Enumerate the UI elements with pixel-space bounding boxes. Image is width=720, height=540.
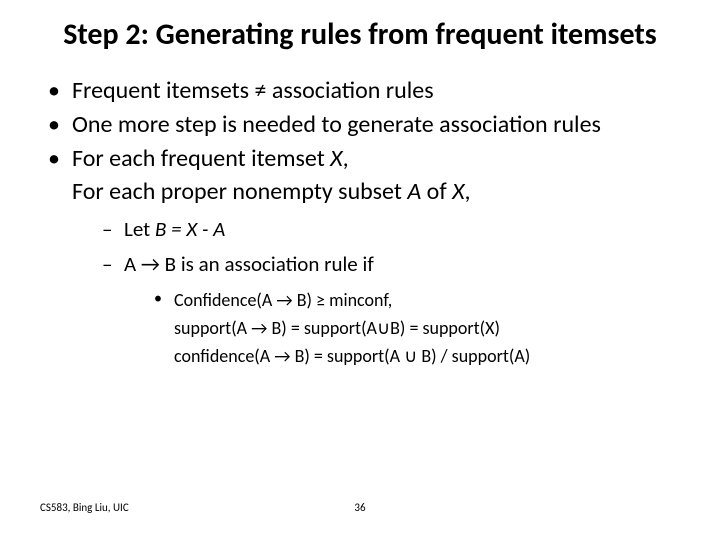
bullet-ital: B = X - A — [155, 216, 225, 242]
bullet-text: For each frequent itemset — [72, 144, 330, 173]
slide: Step 2: Generating rules from frequent i… — [0, 0, 720, 540]
arrow-icon: → — [141, 251, 160, 277]
footer-page-number: 36 — [0, 501, 720, 514]
bullet-continuation: For each proper nonempty subset A of X, — [72, 176, 680, 208]
bullet-list-level1: Frequent itemsets ≠ association rules On… — [40, 75, 680, 371]
bullet-text: of — [421, 177, 452, 206]
bullet-list-level3: Confidence(A → B) ≥ minconf, support(A →… — [124, 287, 680, 371]
bullet-item: Frequent itemsets ≠ association rules — [48, 75, 680, 107]
bullet-list-level2: Let B = X - A A → B is an association ru… — [72, 214, 680, 371]
bullet-text: , — [465, 177, 471, 206]
bullet-ital: X — [330, 144, 342, 173]
bullet-text: A — [124, 251, 141, 277]
bullet-item: For each frequent itemset X, For each pr… — [48, 143, 680, 370]
bullet-text: Frequent itemsets ≠ association rules — [72, 76, 434, 105]
bullet-text: Confidence(A → B) ≥ minconf, — [174, 289, 392, 311]
bullet-item: Let B = X - A — [102, 214, 680, 244]
slide-title: Step 2: Generating rules from frequent i… — [40, 18, 680, 53]
bullet-ital: X — [452, 177, 464, 206]
bullet-sub: support(A → B) = support(A∪B) = support(… — [174, 315, 680, 343]
bullet-item: One more step is needed to generate asso… — [48, 109, 680, 141]
bullet-sub: confidence(A → B) = support(A ∪ B) / sup… — [174, 343, 680, 371]
bullet-text: Let — [124, 216, 155, 242]
bullet-text: , — [343, 144, 349, 173]
bullet-item: A → B is an association rule if Confiden… — [102, 249, 680, 371]
bullet-text: For each proper nonempty subset — [72, 177, 407, 206]
bullet-text: One more step is needed to generate asso… — [72, 110, 601, 139]
bullet-item: Confidence(A → B) ≥ minconf, support(A →… — [154, 287, 680, 371]
bullet-text: B is an association rule if — [160, 251, 374, 277]
bullet-ital: A — [407, 177, 421, 206]
